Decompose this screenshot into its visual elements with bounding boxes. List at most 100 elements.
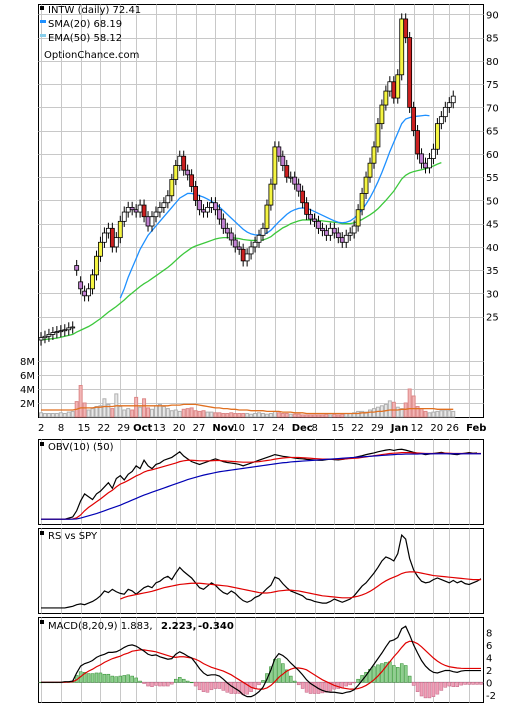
volume-bar <box>451 410 456 418</box>
candle-body <box>86 288 91 297</box>
volume-bar <box>82 402 87 418</box>
candle-body <box>371 146 377 164</box>
candle-body <box>157 206 163 213</box>
candle-body <box>442 106 448 118</box>
macd-histogram-bar <box>201 682 206 692</box>
rs-average-line <box>120 571 481 600</box>
price-tick-label: 45 <box>486 220 499 231</box>
x-tick-label: 13 <box>153 423 166 434</box>
volume-bar <box>66 411 71 418</box>
candle-body <box>113 237 119 248</box>
candle-body <box>331 227 337 234</box>
volume-bar <box>126 408 131 418</box>
obv-series <box>41 448 481 520</box>
candle-body <box>46 334 52 337</box>
candle-body <box>351 225 357 234</box>
volume-bar <box>364 411 369 418</box>
candle-body <box>102 232 107 243</box>
x-tick-label: 20 <box>173 423 186 434</box>
macd-histogram-bar <box>181 678 186 683</box>
candle-body <box>276 146 282 157</box>
legend-macd-label: MACD(8,20,9) 1.883, <box>48 621 153 632</box>
volume-bar <box>328 414 333 418</box>
volume-bar <box>102 398 107 418</box>
macd-histogram-bar <box>118 675 123 683</box>
candle-body <box>359 193 365 211</box>
candle-body <box>50 332 56 335</box>
volume-bar <box>86 409 91 418</box>
candle-body <box>415 130 420 155</box>
candle-body <box>419 153 424 164</box>
macd-histogram-bar <box>435 682 440 695</box>
macd-histogram-bar <box>459 682 463 686</box>
candle-body <box>308 213 313 220</box>
price-legend: INTW (daily) 72.41 SMA(20) 68.19 EMA(50)… <box>40 5 141 61</box>
candle-body <box>363 176 369 194</box>
candle-body <box>375 123 381 148</box>
candle-body <box>312 218 317 222</box>
macd-tick-label: 6 <box>486 641 492 652</box>
macd-histogram-bar <box>189 682 194 684</box>
candle-body <box>272 146 278 185</box>
macd-histogram-bar <box>146 682 150 687</box>
candle-body <box>324 230 329 236</box>
volume-bar <box>193 410 198 418</box>
candle-body <box>224 227 230 234</box>
candle-body <box>62 329 68 332</box>
volume-tick-label: 2M <box>20 399 35 410</box>
candle-body <box>248 246 254 255</box>
legend-price-label: INTW (daily) 72.41 <box>48 5 141 16</box>
volume-bar <box>205 411 210 418</box>
volume-bar <box>229 412 234 418</box>
candle-body <box>213 202 218 211</box>
macd-histogram-bar <box>320 682 325 694</box>
volume-tick-label: 4M <box>20 385 35 396</box>
volume-bar <box>411 395 416 418</box>
macd-histogram-bar <box>162 682 166 687</box>
volume-bar <box>94 406 99 418</box>
macd-histogram-bar <box>467 682 471 685</box>
candle-body <box>173 165 179 180</box>
volume-bar <box>288 413 293 418</box>
macd-histogram-bar <box>150 682 154 687</box>
candle-body <box>153 211 159 218</box>
macd-histogram-bar <box>82 672 87 683</box>
macd-histogram-bar <box>312 682 317 694</box>
volume-bar <box>272 410 277 418</box>
candle-body <box>300 190 306 204</box>
macd-histogram-bar <box>229 682 234 694</box>
candle-body <box>189 174 195 187</box>
macd-histogram-bar <box>475 682 479 685</box>
macd-histogram-bar <box>98 672 103 683</box>
macd-histogram-bar <box>170 682 174 685</box>
macd-histogram-bar <box>479 682 483 685</box>
volume-bar <box>209 411 214 418</box>
macd-histogram-bar <box>427 682 432 699</box>
volume-bar <box>352 412 357 418</box>
volume-tick-label: 6M <box>20 371 35 382</box>
macd-histogram-bar <box>431 682 436 697</box>
volume-bar <box>70 410 75 418</box>
candle-body <box>90 274 95 290</box>
obv-average-short-line <box>41 452 481 520</box>
macd-histogram-bar <box>423 682 428 699</box>
volume-bar <box>78 385 83 418</box>
volume-bar <box>237 413 242 418</box>
macd-tick-label: 2 <box>486 666 492 677</box>
legend-sma-label: SMA(20) 68.19 <box>48 19 122 30</box>
macd-histogram-bar <box>261 680 265 683</box>
volume-bar <box>253 413 258 418</box>
volume-bar <box>312 414 317 418</box>
macd-histogram-bar <box>213 682 218 689</box>
volume-bar <box>62 413 67 418</box>
candle-body <box>141 204 147 218</box>
candle-body <box>169 179 175 197</box>
macd-histogram-bar <box>221 682 226 691</box>
macd-histogram-bar <box>344 682 348 687</box>
candle-body <box>316 220 321 229</box>
x-tick-label: Oct <box>133 423 152 434</box>
candle-body <box>66 327 72 331</box>
candle-body <box>367 162 373 178</box>
volume-bar <box>320 414 325 418</box>
rs-line <box>41 533 482 609</box>
